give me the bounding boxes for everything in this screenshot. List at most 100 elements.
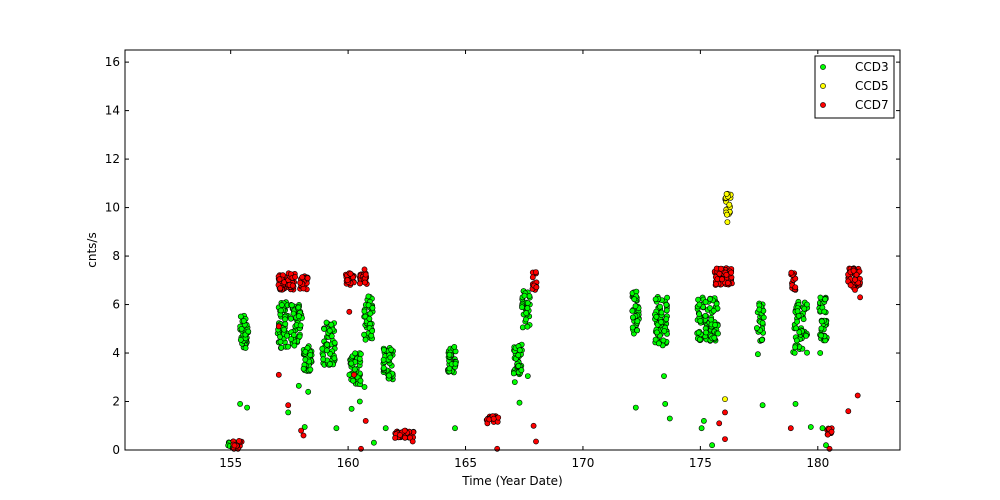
y-tick-label: 2 — [112, 395, 120, 409]
data-point-ccd3 — [695, 329, 702, 336]
y-tick-label: 8 — [112, 249, 120, 263]
data-point-ccd3 — [524, 300, 531, 306]
legend-marker-ccd7 — [820, 102, 826, 108]
data-point-ccd3 — [295, 304, 302, 311]
y-tick-label: 12 — [105, 152, 120, 166]
data-point-ccd3 — [386, 372, 392, 379]
data-point-ccd3 — [323, 347, 330, 354]
data-point-ccd3 — [365, 293, 372, 300]
data-point-ccd3 — [288, 302, 295, 309]
axis-ticks: 155 160 165 170 175 180 0 2 4 6 8 10 12 14 16 — [105, 50, 900, 470]
data-point-ccd7 — [828, 428, 835, 435]
data-point-ccd3 — [291, 342, 298, 349]
data-point-ccd7 — [792, 275, 799, 282]
data-point-ccd7 — [358, 445, 364, 452]
data-point-ccd3 — [369, 327, 376, 334]
legend-marker-ccd3 — [820, 64, 826, 70]
data-point-ccd3 — [324, 341, 330, 348]
data-point-ccd3 — [652, 336, 659, 343]
data-point-ccd7 — [533, 284, 540, 291]
data-point-ccd3 — [524, 373, 531, 379]
data-point-ccd3 — [759, 336, 765, 343]
data-point-ccd7 — [346, 308, 353, 315]
data-point-ccd3 — [277, 307, 284, 314]
data-point-ccd5 — [726, 201, 733, 208]
data-point-ccd7 — [361, 266, 368, 273]
data-point-ccd7 — [299, 274, 306, 281]
data-point-ccd3 — [709, 442, 715, 449]
data-point-ccd3 — [387, 354, 394, 361]
data-point-ccd3 — [759, 402, 766, 409]
data-point-ccd7 — [347, 270, 354, 277]
data-point-ccd7 — [852, 276, 858, 283]
data-point-ccd3 — [307, 352, 314, 358]
data-point-ccd3 — [295, 382, 302, 389]
data-point-ccd3 — [755, 351, 761, 358]
data-point-ccd7 — [792, 284, 799, 291]
y-tick-label: 14 — [105, 104, 120, 118]
data-point-ccd3 — [282, 316, 288, 323]
data-point-ccd3 — [713, 300, 720, 307]
data-point-ccd7 — [854, 392, 861, 399]
data-point-ccd3 — [653, 313, 660, 320]
data-point-ccd3 — [511, 379, 518, 385]
data-point-ccd3 — [331, 339, 338, 346]
data-point-ccd3 — [284, 332, 290, 339]
data-point-ccd7 — [409, 438, 416, 445]
data-point-ccd7 — [292, 274, 298, 280]
data-point-ccd3 — [321, 326, 327, 332]
x-tick-label: 165 — [454, 456, 477, 470]
data-point-ccd3 — [632, 303, 639, 309]
data-point-ccd3 — [794, 318, 800, 325]
y-tick-label: 0 — [112, 443, 120, 457]
data-point-ccd7 — [716, 270, 723, 277]
data-point-ccd3 — [361, 331, 367, 338]
y-tick-label: 10 — [105, 201, 120, 215]
data-point-ccd3 — [302, 356, 309, 363]
data-point-ccd3 — [803, 332, 809, 339]
data-point-ccd3 — [288, 336, 294, 342]
data-point-ccd3 — [663, 301, 670, 308]
data-point-ccd3 — [801, 305, 808, 312]
data-point-ccd3 — [823, 442, 829, 449]
data-point-ccd3 — [701, 417, 707, 424]
data-point-ccd3 — [380, 365, 387, 371]
data-point-ccd3 — [451, 343, 458, 350]
legend: CCD3 CCD5 CCD7 — [814, 55, 895, 119]
data-point-ccd7 — [713, 281, 719, 287]
data-point-ccd3 — [277, 338, 284, 345]
data-point-ccd7 — [362, 271, 369, 278]
y-tick-label: 6 — [112, 298, 120, 312]
data-point-ccd3 — [663, 316, 670, 322]
data-point-ccd3 — [518, 367, 525, 374]
data-point-ccd3 — [655, 340, 662, 347]
data-point-ccd3 — [296, 333, 303, 340]
data-point-ccd3 — [524, 305, 531, 311]
data-point-ccd7 — [361, 279, 368, 286]
data-point-ccd7 — [533, 438, 539, 445]
data-point-ccd3 — [516, 347, 523, 354]
data-point-ccd3 — [446, 365, 453, 372]
data-point-ccd3 — [326, 327, 333, 334]
data-point-ccd3 — [658, 309, 665, 316]
data-point-ccd3 — [697, 317, 704, 324]
data-point-ccd3 — [331, 355, 338, 362]
data-point-ccd7 — [718, 265, 724, 272]
data-point-ccd7 — [850, 267, 857, 274]
data-point-ccd3 — [634, 327, 640, 334]
data-point-ccd3 — [756, 306, 763, 313]
data-point-ccd3 — [361, 384, 368, 390]
data-point-ccd7 — [826, 445, 833, 452]
data-point-ccd3 — [818, 332, 824, 339]
data-point-ccd3 — [300, 365, 307, 372]
data-point-ccd3 — [381, 346, 387, 353]
data-point-ccd3 — [290, 332, 297, 338]
data-point-ccd3 — [818, 325, 825, 332]
data-point-ccd3 — [370, 439, 377, 446]
data-point-ccd3 — [822, 296, 828, 303]
data-point-ccd7 — [847, 282, 854, 289]
data-point-ccd3 — [297, 322, 304, 329]
data-point-ccd3 — [652, 296, 659, 303]
data-point-ccd3 — [711, 334, 718, 341]
data-point-ccd3 — [368, 332, 375, 339]
